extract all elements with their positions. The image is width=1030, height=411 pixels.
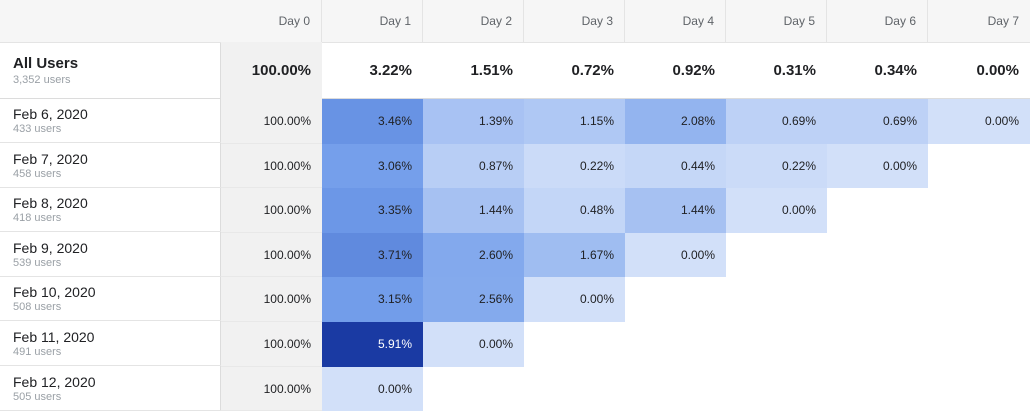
retention-cell[interactable]: 3.35% [322,188,423,233]
retention-cell[interactable]: 100.00% [221,366,322,411]
retention-cell[interactable]: 1.67% [524,232,625,278]
all-users-day-5-value: 0.31% [773,62,816,79]
cohort-row-label[interactable]: Feb 12, 2020 505 users [0,367,221,411]
all-users-row[interactable]: All Users 3,352 users 100.00% 3.22% 1.51% 0… [0,42,1030,99]
retention-cell[interactable]: 0.69% [827,99,928,144]
retention-cell[interactable]: 1.39% [423,99,524,144]
retention-cell[interactable]: 0.48% [524,188,625,233]
retention-cell[interactable]: 100.00% [221,232,322,278]
retention-cell[interactable]: 1.44% [423,188,524,233]
retention-cell[interactable]: 0.00% [928,99,1030,144]
cohort-user-count: 539 users [13,256,62,269]
cohort-user-count: 433 users [13,123,62,135]
retention-cell[interactable]: 0.22% [726,143,827,189]
cohort-date: Feb 6, 2020 [13,106,88,122]
cohort-date: Feb 9, 2020 [13,239,88,256]
cohort-row-label[interactable]: Feb 11, 2020 491 users [0,322,221,366]
retention-cell[interactable]: 0.22% [524,143,625,189]
header-day-2: Day 2 [423,0,524,42]
retention-cell[interactable]: 100.00% [221,322,322,367]
cohort-row-label[interactable]: Feb 6, 2020 433 users [0,99,221,143]
all-users-day-7-value: 0.00% [976,62,1019,79]
retention-cell[interactable]: 0.87% [423,143,524,189]
cohort-label-column [0,0,221,411]
retention-cell[interactable]: 0.69% [726,99,827,144]
all-users-day-2-value: 1.51% [470,62,513,79]
retention-cell[interactable]: 2.56% [423,277,524,322]
retention-cell[interactable]: 0.00% [726,188,827,233]
retention-cell[interactable]: 1.15% [524,99,625,144]
retention-cell[interactable]: 2.60% [423,232,524,278]
cohort-user-count: 418 users [13,212,62,225]
header-day-5: Day 5 [726,0,827,42]
cohort-user-count: 508 users [13,301,62,314]
cohort-date: Feb 11, 2020 [13,329,95,345]
retention-cell[interactable]: 0.00% [827,143,928,189]
retention-cell[interactable]: 0.00% [524,277,625,322]
cohort-date: Feb 8, 2020 [13,195,88,212]
retention-cell[interactable]: 0.00% [423,322,524,367]
all-users-day-6-value: 0.34% [874,62,917,79]
retention-cell[interactable]: 0.00% [625,232,726,278]
retention-cell[interactable]: 3.15% [322,277,423,322]
header-day-1: Day 1 [322,0,423,42]
retention-cell[interactable]: 3.06% [322,143,423,189]
retention-cell[interactable]: 100.00% [221,277,322,322]
all-users-day-1-value: 3.22% [369,62,412,79]
all-users-day-0-value: 100.00% [221,42,322,99]
cohort-user-count: 505 users [13,390,62,403]
cohort-row-label[interactable]: Feb 7, 2020 458 users [0,144,221,188]
all-users-count: 3,352 users [13,74,71,86]
cohort-row-label[interactable]: Feb 10, 2020 508 users [0,277,221,322]
header-day-3: Day 3 [524,0,625,42]
header-day-7: Day 7 [987,14,1019,28]
cohort-user-count: 491 users [13,346,62,358]
cohort-date: Feb 10, 2020 [13,284,96,301]
cohort-date: Feb 12, 2020 [13,373,96,390]
all-users-day-3-value: 0.72% [571,62,614,79]
cohort-date: Feb 7, 2020 [13,150,88,167]
header-day-6: Day 6 [827,0,928,42]
all-users-title: All Users [13,55,79,72]
retention-cell[interactable]: 3.71% [322,232,423,278]
header-day-4: Day 4 [625,0,726,42]
table-header-row: Day 0 Day 1 Day 2 Day 3 Day 4 Day 5 Day 6 Day 7 [0,0,1030,43]
cohort-row-label[interactable]: Feb 9, 2020 539 users [0,233,221,277]
cohort-user-count: 458 users [13,167,62,180]
retention-cell[interactable]: 5.91% [322,322,423,367]
retention-cell[interactable]: 2.08% [625,99,726,144]
all-users-day-4-value: 0.92% [672,62,715,79]
retention-cell[interactable]: 100.00% [221,188,322,233]
retention-cell[interactable]: 100.00% [221,99,322,144]
cohort-row-label[interactable]: Feb 8, 2020 418 users [0,188,221,233]
retention-cell[interactable]: 100.00% [221,143,322,189]
header-day-0: Day 0 [221,0,322,42]
retention-cell[interactable]: 0.44% [625,143,726,189]
retention-cell[interactable]: 0.00% [322,366,423,411]
retention-cell[interactable]: 3.46% [322,99,423,144]
retention-cell[interactable]: 1.44% [625,188,726,233]
